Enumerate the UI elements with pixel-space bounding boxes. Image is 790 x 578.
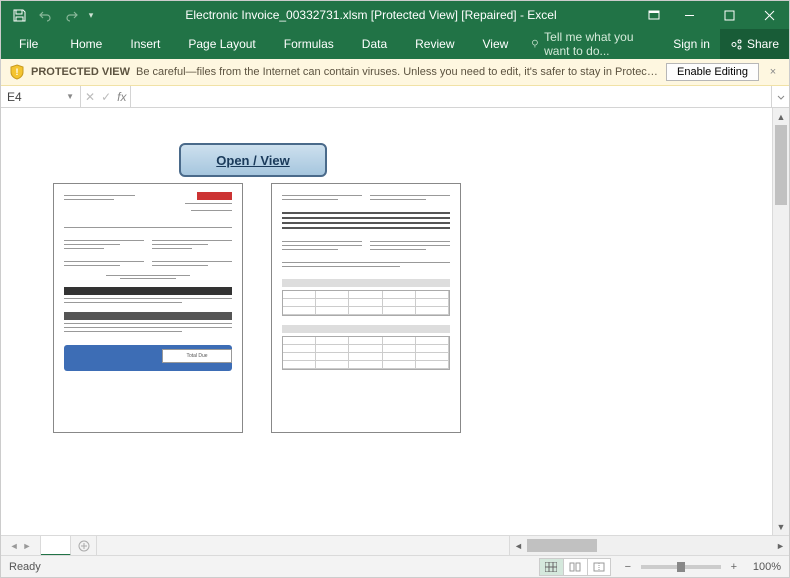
redo-icon[interactable] <box>59 3 83 27</box>
window-title: Electronic Invoice_00332731.xlsm [Protec… <box>103 8 639 22</box>
sheet-nav-next-icon[interactable]: ► <box>23 541 32 551</box>
svg-text:!: ! <box>16 67 19 77</box>
horizontal-scroll-thumb[interactable] <box>527 539 597 552</box>
zoom-in-button[interactable]: + <box>727 561 741 573</box>
new-sheet-button[interactable] <box>71 536 97 555</box>
share-label: Share <box>747 37 779 51</box>
minimize-button[interactable] <box>669 1 709 29</box>
enter-formula-icon[interactable]: ✓ <box>101 90 111 104</box>
sheet-nav-buttons[interactable]: ◄ ► <box>1 536 41 555</box>
save-icon[interactable] <box>7 3 31 27</box>
view-tab[interactable]: View <box>469 29 523 59</box>
undo-icon[interactable] <box>33 3 57 27</box>
shield-icon: ! <box>9 64 25 80</box>
cell-reference: E4 <box>7 90 22 104</box>
sheet-tabs-row: ◄ ► ◄ ► <box>1 535 789 555</box>
name-box-dropdown-icon[interactable]: ▼ <box>66 92 74 101</box>
scroll-right-icon[interactable]: ► <box>772 541 789 551</box>
ribbon-tabs: File Home Insert Page Layout Formulas Da… <box>1 29 789 59</box>
content-area: Open / View <box>1 108 789 535</box>
insert-tab[interactable]: Insert <box>116 29 174 59</box>
enable-editing-button[interactable]: Enable Editing <box>666 63 759 81</box>
zoom-percentage[interactable]: 100% <box>753 561 781 573</box>
vertical-scrollbar[interactable]: ▲ ▼ <box>772 108 789 535</box>
cancel-formula-icon[interactable]: ✕ <box>85 90 95 104</box>
formula-buttons: ✕ ✓ fx <box>81 86 131 107</box>
scroll-down-icon[interactable]: ▼ <box>773 518 789 535</box>
page-break-icon <box>593 562 605 572</box>
view-buttons <box>539 558 611 576</box>
formula-bar: E4 ▼ ✕ ✓ fx <box>1 86 789 108</box>
data-tab[interactable]: Data <box>348 29 401 59</box>
grid-icon <box>545 562 557 572</box>
page-layout-icon <box>569 562 581 572</box>
plus-circle-icon <box>78 540 90 552</box>
zoom-slider-knob[interactable] <box>677 562 685 572</box>
maximize-button[interactable] <box>709 1 749 29</box>
document-thumbnail-2 <box>271 183 461 433</box>
name-box[interactable]: E4 ▼ <box>1 86 81 107</box>
protected-view-bar: ! PROTECTED VIEW Be careful—files from t… <box>1 59 789 86</box>
horizontal-scroll-track[interactable] <box>527 536 772 555</box>
zoom-slider[interactable] <box>641 565 721 569</box>
page-layout-tab[interactable]: Page Layout <box>174 29 269 59</box>
scroll-left-icon[interactable]: ◄ <box>510 541 527 551</box>
zoom-out-button[interactable]: − <box>621 561 635 573</box>
page-break-view-button[interactable] <box>587 558 611 576</box>
total-due-label: Total Due <box>162 349 232 363</box>
protected-view-close-icon[interactable]: × <box>765 66 781 78</box>
sheet-nav-prev-icon[interactable]: ◄ <box>10 541 19 551</box>
ribbon-display-icon[interactable] <box>639 1 669 29</box>
formula-input[interactable] <box>131 86 771 107</box>
tabs-spacer <box>97 536 509 555</box>
review-tab[interactable]: Review <box>401 29 468 59</box>
vertical-scroll-thumb[interactable] <box>775 125 787 205</box>
formulas-tab[interactable]: Formulas <box>270 29 348 59</box>
zoom-control: − + 100% <box>621 561 781 573</box>
sheet-tab-active[interactable] <box>41 536 71 556</box>
close-button[interactable] <box>749 1 789 29</box>
protected-view-label: PROTECTED VIEW <box>31 66 130 78</box>
title-bar: ▾ Electronic Invoice_00332731.xlsm [Prot… <box>1 1 789 29</box>
protected-view-message: Be careful—files from the Internet can c… <box>136 66 660 78</box>
share-button[interactable]: Share <box>720 29 789 59</box>
fx-icon[interactable]: fx <box>117 90 126 104</box>
worksheet[interactable]: Open / View <box>1 108 772 535</box>
open-view-button[interactable]: Open / View <box>179 143 327 177</box>
scroll-up-icon[interactable]: ▲ <box>773 108 789 125</box>
quick-access-toolbar: ▾ <box>1 3 103 27</box>
window-controls <box>639 1 789 29</box>
tell-me-search[interactable]: Tell me what you want to do... <box>522 29 663 59</box>
share-icon <box>730 38 743 51</box>
lightbulb-icon <box>530 37 540 51</box>
qat-customize-icon[interactable]: ▾ <box>85 3 97 27</box>
file-tab[interactable]: File <box>1 29 56 59</box>
home-tab[interactable]: Home <box>56 29 116 59</box>
status-ready: Ready <box>9 561 539 573</box>
horizontal-scrollbar[interactable]: ◄ ► <box>509 536 789 555</box>
sign-in-link[interactable]: Sign in <box>663 29 720 59</box>
status-bar: Ready − + 100% <box>1 555 789 577</box>
formula-bar-expand-icon[interactable] <box>771 86 789 107</box>
normal-view-button[interactable] <box>539 558 563 576</box>
page-layout-view-button[interactable] <box>563 558 587 576</box>
document-thumbnail-1: Total Due <box>53 183 243 433</box>
tell-me-label: Tell me what you want to do... <box>544 30 655 58</box>
